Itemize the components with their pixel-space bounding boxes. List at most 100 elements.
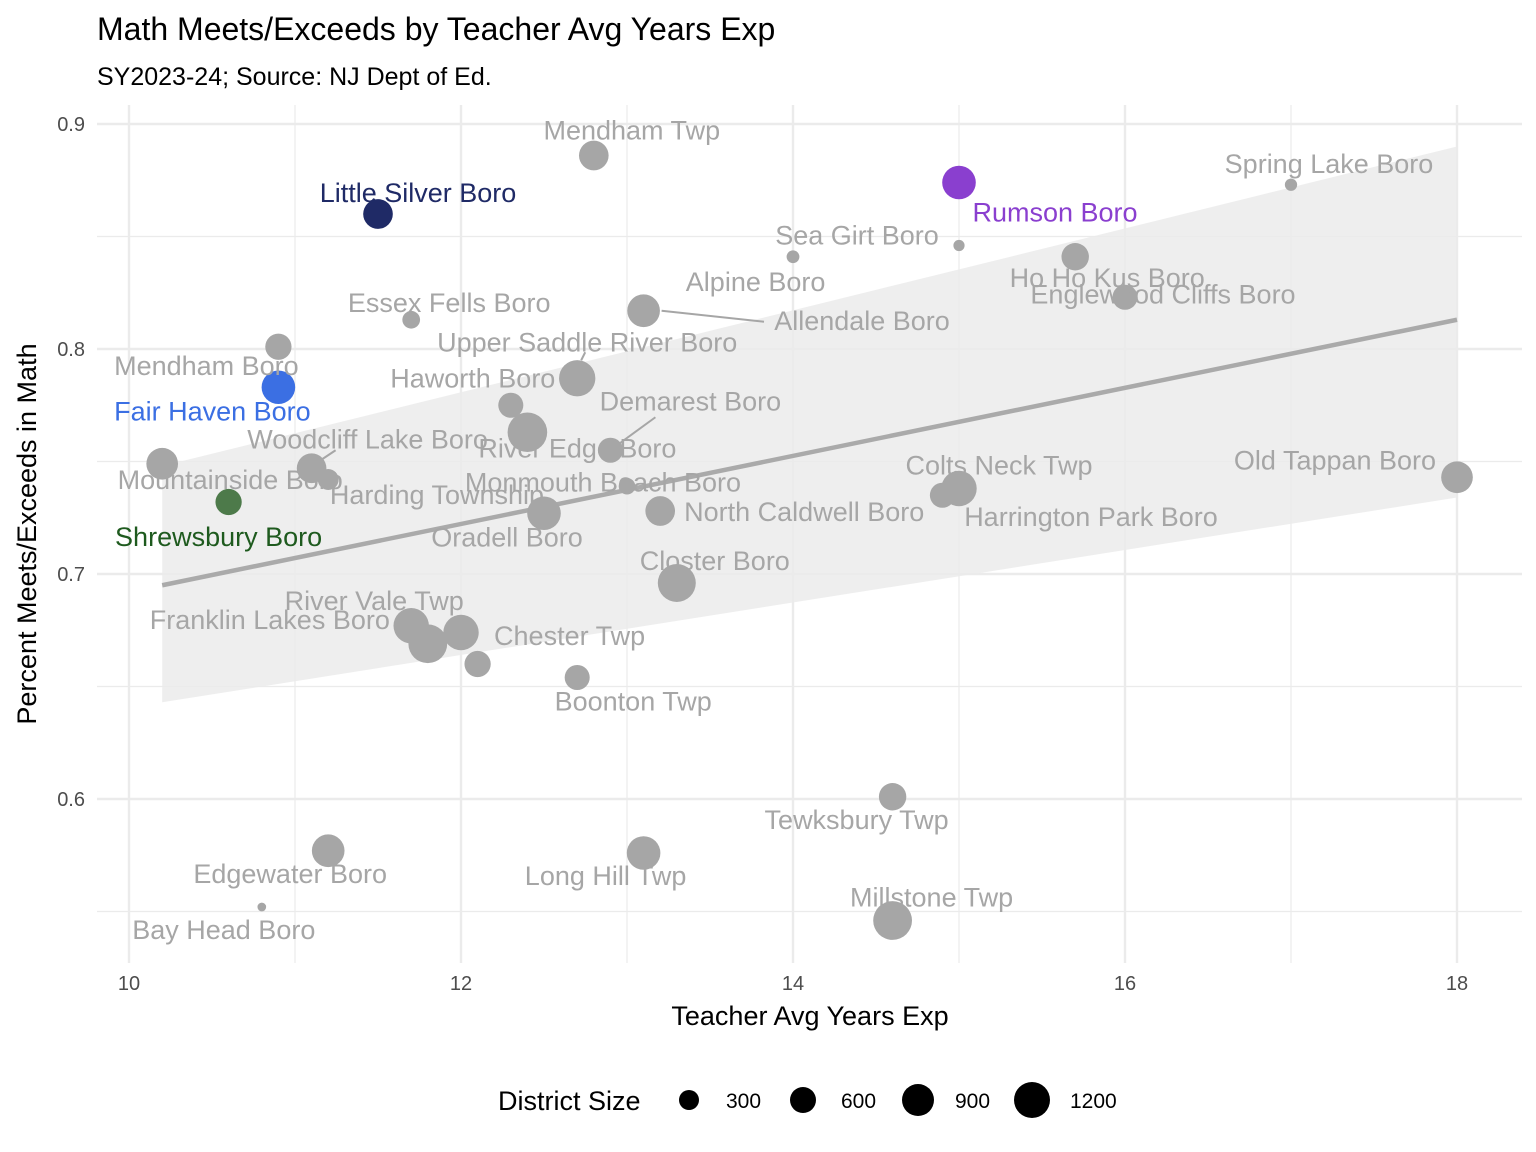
data-point	[1061, 243, 1089, 271]
legend-size-label: 600	[841, 1090, 876, 1113]
data-point	[627, 294, 660, 328]
data-label: River Edge Boro	[478, 433, 676, 463]
data-point	[873, 901, 912, 940]
data-point	[559, 360, 596, 397]
data-point	[146, 447, 179, 480]
data-point	[1441, 461, 1473, 494]
data-point	[408, 624, 448, 664]
chart-subtitle: SY2023-24; Source: NJ Dept of Ed.	[97, 63, 492, 91]
data-point	[953, 239, 965, 252]
legend-size-key	[679, 1090, 699, 1110]
data-label: Essex Fells Boro	[348, 288, 551, 318]
data-label: Fair Haven Boro	[114, 396, 311, 426]
data-point	[527, 496, 561, 531]
data-point	[311, 834, 345, 868]
data-label: Harding Township	[330, 480, 544, 510]
data-point	[618, 477, 636, 495]
data-label: Ho Ho Kus Boro	[1010, 263, 1205, 293]
data-label: Monmouth Beach Boro	[465, 467, 741, 497]
data-point	[402, 310, 421, 329]
data-label: Harrington Park Boro	[964, 502, 1218, 532]
leader-line	[580, 351, 587, 361]
data-point	[498, 392, 524, 418]
data-label: Spring Lake Boro	[1225, 149, 1434, 179]
data-label: Mendham Boro	[114, 351, 299, 381]
confidence-band	[162, 146, 1458, 703]
y-tick-label: 0.8	[57, 339, 85, 361]
data-point	[597, 437, 623, 463]
data-point	[443, 614, 479, 651]
x-axis-label: Teacher Avg Years Exp	[671, 1001, 948, 1031]
data-label: Shrewsbury Boro	[115, 522, 322, 552]
data-point	[1284, 178, 1298, 191]
data-label: Sea Girt Boro	[775, 221, 939, 251]
legend-size-key	[1014, 1082, 1050, 1118]
data-point	[363, 199, 393, 229]
y-axis-label: Percent Meets/Exceeds in Math	[12, 343, 42, 724]
data-label: River Vale Twp	[285, 586, 464, 616]
data-point	[645, 496, 676, 526]
data-label: Bay Head Boro	[132, 915, 315, 945]
legend-size-key	[902, 1084, 934, 1116]
data-point	[657, 564, 696, 602]
legend-title: District Size	[498, 1086, 641, 1116]
data-point	[261, 370, 296, 405]
data-label: Mendham Twp	[543, 116, 720, 146]
data-label: North Caldwell Boro	[684, 497, 924, 527]
data-label: Englewood Cliffs Boro	[1030, 279, 1295, 309]
x-tick-label: 14	[782, 973, 804, 995]
confidence-band-area	[162, 146, 1458, 703]
data-label: Demarest Boro	[600, 386, 782, 416]
legend-size-key	[790, 1087, 816, 1113]
data-point	[215, 488, 242, 516]
data-point	[786, 250, 800, 264]
leader-line	[661, 309, 765, 323]
data-label: Closter Boro	[640, 546, 790, 576]
data-point	[578, 140, 609, 171]
x-tick-label: 12	[450, 973, 472, 995]
data-point	[878, 783, 907, 811]
x-axis-ticks: 10 12 14 16 18	[118, 973, 1468, 995]
leader-line	[317, 449, 337, 464]
data-points	[146, 140, 1473, 940]
legend-size-label: 300	[726, 1090, 761, 1113]
data-label: Colts Neck Twp	[905, 451, 1092, 481]
data-labels: Mendham Twp Little Silver Boro Rumson Boro…	[114, 116, 1436, 946]
data-label: Millstone Twp	[850, 883, 1013, 913]
data-label: Rumson Boro	[972, 198, 1137, 228]
data-label: Upper Saddle River Boro	[437, 327, 737, 357]
data-point	[626, 836, 661, 870]
data-point	[265, 333, 292, 360]
legend-size-label: 1200	[1070, 1090, 1117, 1113]
x-tick-label: 18	[1446, 973, 1468, 995]
data-point	[929, 482, 955, 508]
data-label: Old Tappan Boro	[1234, 445, 1436, 475]
x-tick-label: 16	[1114, 973, 1136, 995]
data-point	[257, 902, 267, 912]
data-label: Long Hill Twp	[525, 861, 687, 891]
data-label: Mountainside Boro	[118, 465, 343, 495]
trend-line	[161, 317, 1458, 588]
leader-line	[617, 416, 656, 446]
legend-size-label: 900	[955, 1090, 990, 1113]
data-label: Alpine Boro	[686, 267, 826, 297]
data-point	[1112, 284, 1138, 310]
data-label: Woodcliff Lake Boro	[247, 424, 488, 454]
data-point	[507, 412, 548, 453]
data-label: Franklin Lakes Boro	[150, 605, 390, 635]
y-tick-label: 0.9	[57, 114, 85, 136]
y-axis-ticks: 0.6 0.7 0.8 0.9	[57, 114, 85, 811]
label-leader-lines	[317, 309, 765, 464]
data-label: Allendale Boro	[774, 306, 950, 336]
data-label: Little Silver Boro	[320, 178, 517, 208]
data-label: Tewksbury Twp	[765, 805, 949, 835]
x-tick-label: 10	[118, 973, 140, 995]
regression-line	[161, 317, 1458, 588]
data-label: Chester Twp	[494, 621, 645, 651]
chart-title: Math Meets/Exceeds by Teacher Avg Years …	[97, 11, 775, 47]
data-point	[942, 165, 976, 200]
data-point	[464, 650, 491, 678]
data-label: Edgewater Boro	[193, 859, 387, 889]
y-tick-label: 0.6	[57, 789, 85, 811]
